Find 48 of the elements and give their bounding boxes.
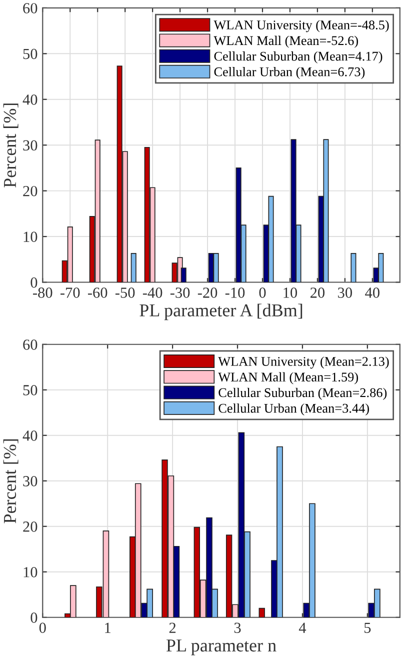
legend-label: WLAN University (Mean=2.13): [218, 356, 389, 369]
x-tick-label: 1: [105, 622, 110, 633]
x-tick-label: 4: [298, 622, 306, 633]
x-tick-label: 5: [364, 622, 371, 633]
y-tick-label: 20: [23, 522, 38, 532]
x-tick-label: -40: [142, 288, 162, 298]
x-axis-title: PL parameter n: [166, 640, 276, 656]
x-tick-label: 20: [310, 288, 325, 298]
x-axis-title: PL parameter A [dBm]: [140, 304, 302, 320]
x-tick-label: -70: [60, 288, 80, 298]
y-axis-title: Percent [%]: [3, 439, 18, 524]
bar: [258, 608, 265, 618]
x-tick-label: -80: [33, 288, 52, 298]
legend-label: WLAN Mall (Mean=1.59): [218, 372, 358, 384]
x-tick-label: 2: [169, 622, 176, 633]
x-tick-label: 10: [284, 288, 298, 298]
y-tick-label: 60: [23, 340, 38, 350]
x-tick-label: 30: [338, 288, 352, 298]
x-tick-label: -30: [170, 288, 190, 298]
y-tick-label: 30: [23, 140, 38, 151]
x-tick-label: 3: [234, 622, 241, 633]
y-tick-label: 50: [23, 48, 38, 60]
x-tick-label: -50: [115, 288, 135, 298]
y-tick-label: 0: [30, 612, 38, 623]
legend-label: Cellular Suburban (Mean=2.86): [218, 388, 387, 400]
y-tick-label: 40: [22, 430, 38, 441]
bar: [350, 253, 356, 282]
x-tick-label: 0: [259, 288, 266, 298]
y-tick-label: 10: [24, 567, 38, 578]
legend-label: WLAN University (Mean=-48.5): [214, 20, 389, 32]
y-tick-label: 60: [23, 3, 38, 14]
legend-label: Cellular Urban (Mean=3.44): [218, 403, 369, 416]
bar: [130, 253, 136, 282]
x-tick-label: 40: [365, 288, 380, 298]
y-tick-label: 20: [23, 186, 38, 196]
x-tick-label: -60: [88, 288, 108, 298]
y-tick-label: 0: [30, 277, 38, 288]
legend-label: Cellular Suburban (Mean=4.17): [214, 51, 382, 64]
y-tick-label: 50: [23, 385, 38, 396]
y-axis-title: Percent [%]: [3, 104, 18, 188]
legend-label: WLAN Mall (Mean=-52.6): [214, 36, 358, 48]
y-tick-label: 30: [23, 476, 38, 486]
y-tick-label: 10: [24, 232, 38, 242]
x-tick-label: 0: [39, 622, 46, 633]
legend-label: Cellular Urban (Mean=6.73): [214, 67, 365, 79]
y-tick-label: 40: [22, 94, 38, 105]
x-tick-label: -20: [198, 288, 218, 298]
x-tick-label: -10: [225, 288, 245, 298]
